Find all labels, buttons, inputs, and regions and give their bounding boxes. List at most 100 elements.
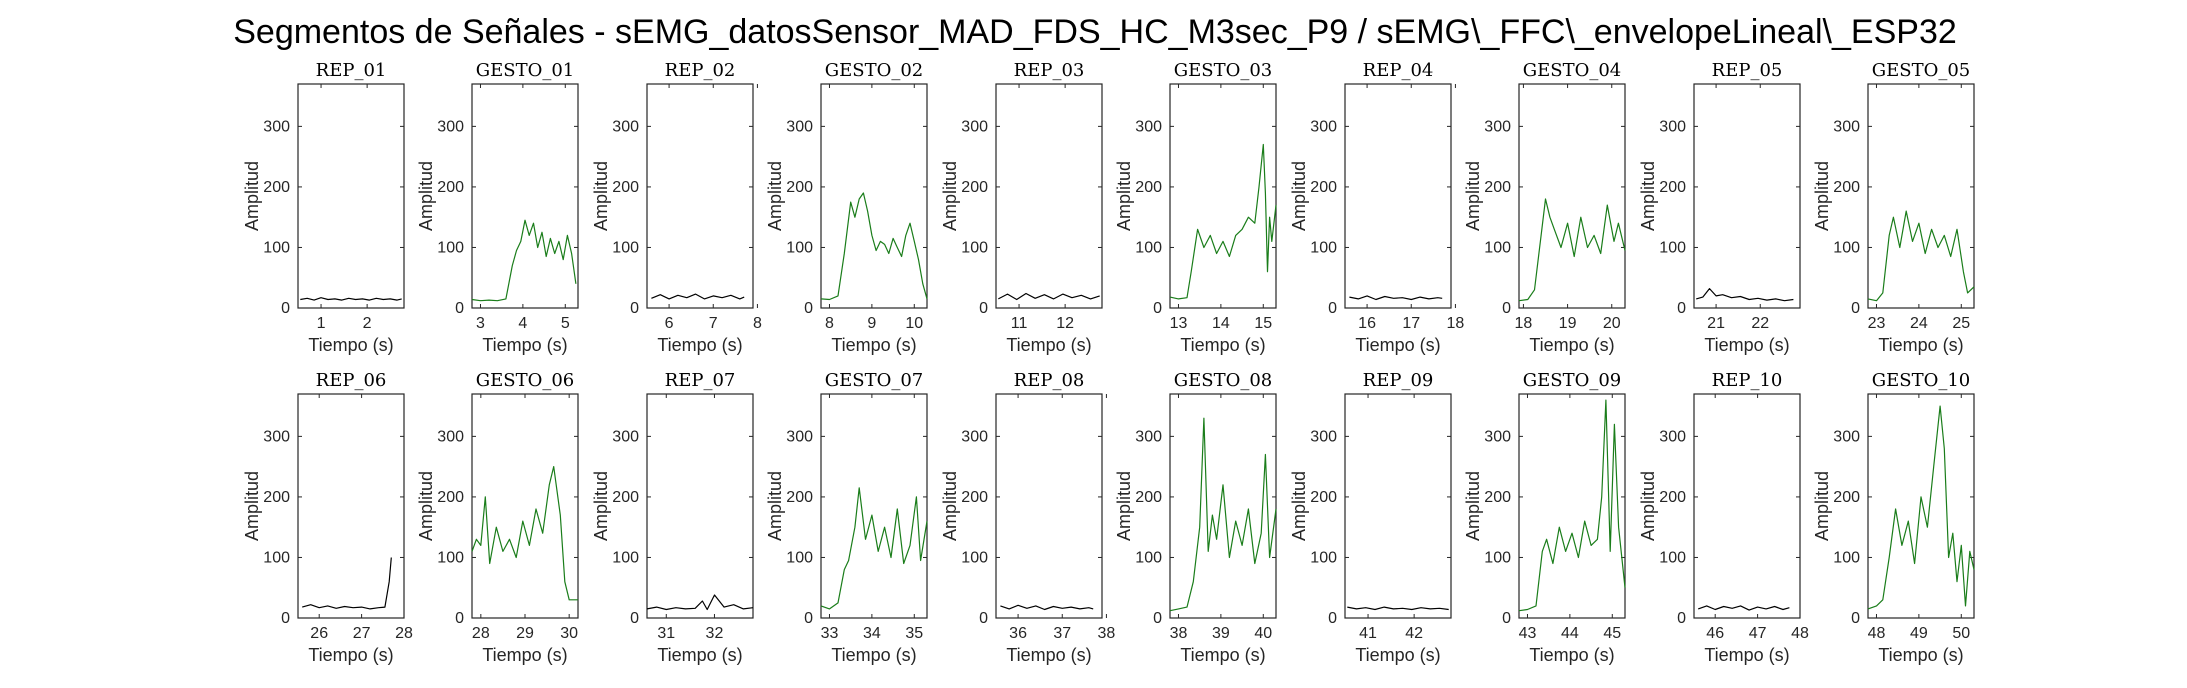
x-tick-label: 27	[353, 625, 371, 642]
x-tick-label: 8	[753, 315, 762, 332]
y-tick-label: 300	[786, 118, 813, 135]
axes-box	[820, 393, 928, 619]
x-axis-label: Tiempo (s)	[657, 335, 742, 355]
y-tick-label: 100	[1659, 239, 1686, 256]
y-tick-label: 200	[1135, 179, 1162, 196]
subplot-title: GESTO_08	[1174, 370, 1273, 391]
y-tick-label: 0	[630, 300, 639, 317]
subplot: GESTO_09 0 100 200 300 43 44 45 Tiempo (s) Amplit…	[1463, 370, 1626, 665]
x-tick-label: 48	[1868, 625, 1886, 642]
subplot-title: GESTO_10	[1872, 370, 1971, 391]
axes-box	[1344, 83, 1452, 309]
subplot: REP_09 0 100 200 300 41 42 Tiempo (s) Amplitud	[1289, 370, 1452, 665]
rep-signal-line	[651, 293, 745, 300]
x-tick-label: 8	[825, 315, 834, 332]
y-tick-label: 300	[1833, 118, 1860, 135]
y-tick-label: 100	[786, 549, 813, 566]
gesture-signal-line	[1169, 417, 1277, 612]
y-axis-label: Amplitud	[1114, 161, 1134, 231]
x-tick-label: 39	[1212, 625, 1230, 642]
y-tick-label: 200	[786, 179, 813, 196]
y-tick-label: 200	[612, 489, 639, 506]
subplot-title: REP_02	[665, 60, 736, 81]
axes-box	[297, 83, 405, 309]
subplot-title: REP_01	[316, 60, 387, 81]
y-tick-label: 0	[1677, 610, 1686, 627]
y-tick-label: 0	[1502, 300, 1511, 317]
x-tick-label: 29	[516, 625, 534, 642]
y-tick-label: 0	[1153, 300, 1162, 317]
axes-box	[471, 393, 579, 619]
x-tick-label: 34	[863, 625, 881, 642]
x-axis-label: Tiempo (s)	[482, 335, 567, 355]
subplot: REP_05 0 100 200 300 21 22 Tiempo (s) Amplitud	[1638, 60, 1801, 355]
y-tick-label: 0	[804, 300, 813, 317]
subplot: GESTO_04 0 100 200 300 18 19 20 Tiempo (s) Amplit…	[1463, 60, 1626, 355]
subplot: GESTO_01 0 100 200 300 3 4 5 Tiempo (s) Amplitud	[416, 60, 579, 355]
x-axis-label: Tiempo (s)	[1704, 645, 1789, 665]
x-axis-label: Tiempo (s)	[1529, 645, 1614, 665]
x-tick-label: 36	[1009, 625, 1027, 642]
y-tick-label: 100	[1833, 549, 1860, 566]
y-tick-label: 100	[1310, 549, 1337, 566]
y-tick-label: 300	[1484, 118, 1511, 135]
y-tick-label: 100	[612, 239, 639, 256]
x-tick-label: 7	[709, 315, 718, 332]
subplot-title: REP_08	[1014, 370, 1085, 391]
x-tick-label: 17	[1402, 315, 1420, 332]
axes-box	[1169, 393, 1277, 619]
subplot: GESTO_03 0 100 200 300 13 14 15 Tiempo (s) Amplit…	[1114, 60, 1277, 355]
y-tick-label: 100	[1135, 549, 1162, 566]
y-axis-label: Amplitud	[1289, 161, 1309, 231]
axes-box	[471, 83, 579, 309]
y-tick-label: 200	[1659, 179, 1686, 196]
x-tick-label: 28	[395, 625, 413, 642]
y-axis-label: Amplitud	[1638, 161, 1658, 231]
x-axis-label: Tiempo (s)	[1529, 335, 1614, 355]
y-axis-label: Amplitud	[1812, 471, 1832, 541]
x-tick-label: 37	[1053, 625, 1071, 642]
x-axis-label: Tiempo (s)	[831, 335, 916, 355]
x-axis-label: Tiempo (s)	[1006, 645, 1091, 665]
x-tick-label: 21	[1707, 315, 1725, 332]
y-tick-label: 100	[961, 239, 988, 256]
y-tick-label: 0	[1502, 610, 1511, 627]
subplot: GESTO_07 0 100 200 300 33 34 35 Tiempo (s) Amplit…	[765, 370, 928, 665]
x-axis-label: Tiempo (s)	[308, 645, 393, 665]
y-tick-label: 300	[1135, 428, 1162, 445]
subplot: GESTO_08 0 100 200 300 38 39 40 Tiempo (s) Amplit…	[1114, 370, 1277, 665]
x-tick-label: 28	[472, 625, 490, 642]
x-tick-label: 40	[1254, 625, 1272, 642]
x-tick-label: 12	[1056, 315, 1074, 332]
y-tick-label: 300	[786, 428, 813, 445]
x-tick-label: 1	[317, 315, 326, 332]
y-tick-label: 200	[786, 489, 813, 506]
gesture-signal-line	[471, 219, 577, 302]
y-tick-label: 0	[1328, 300, 1337, 317]
y-axis-label: Amplitud	[416, 471, 436, 541]
y-tick-label: 300	[1659, 428, 1686, 445]
x-tick-label: 46	[1706, 625, 1724, 642]
y-tick-label: 300	[263, 428, 290, 445]
y-axis-label: Amplitud	[765, 471, 785, 541]
y-tick-label: 200	[612, 179, 639, 196]
subplot-title: GESTO_01	[476, 60, 575, 81]
y-tick-label: 100	[1310, 239, 1337, 256]
x-axis-label: Tiempo (s)	[1180, 645, 1265, 665]
gesture-signal-line	[1867, 405, 1975, 610]
rep-signal-line	[1698, 605, 1790, 611]
y-axis-label: Amplitud	[1463, 471, 1483, 541]
x-tick-label: 16	[1358, 315, 1376, 332]
rep-signal-line	[646, 594, 754, 611]
y-tick-label: 200	[263, 489, 290, 506]
y-tick-label: 0	[281, 300, 290, 317]
y-tick-label: 0	[1851, 300, 1860, 317]
x-tick-label: 35	[905, 625, 923, 642]
gesture-signal-line	[1169, 143, 1277, 300]
axes-box	[1867, 83, 1975, 309]
y-tick-label: 200	[1484, 179, 1511, 196]
x-tick-label: 43	[1519, 625, 1537, 642]
y-tick-label: 0	[630, 610, 639, 627]
x-axis-label: Tiempo (s)	[1878, 335, 1963, 355]
y-tick-label: 200	[1310, 489, 1337, 506]
